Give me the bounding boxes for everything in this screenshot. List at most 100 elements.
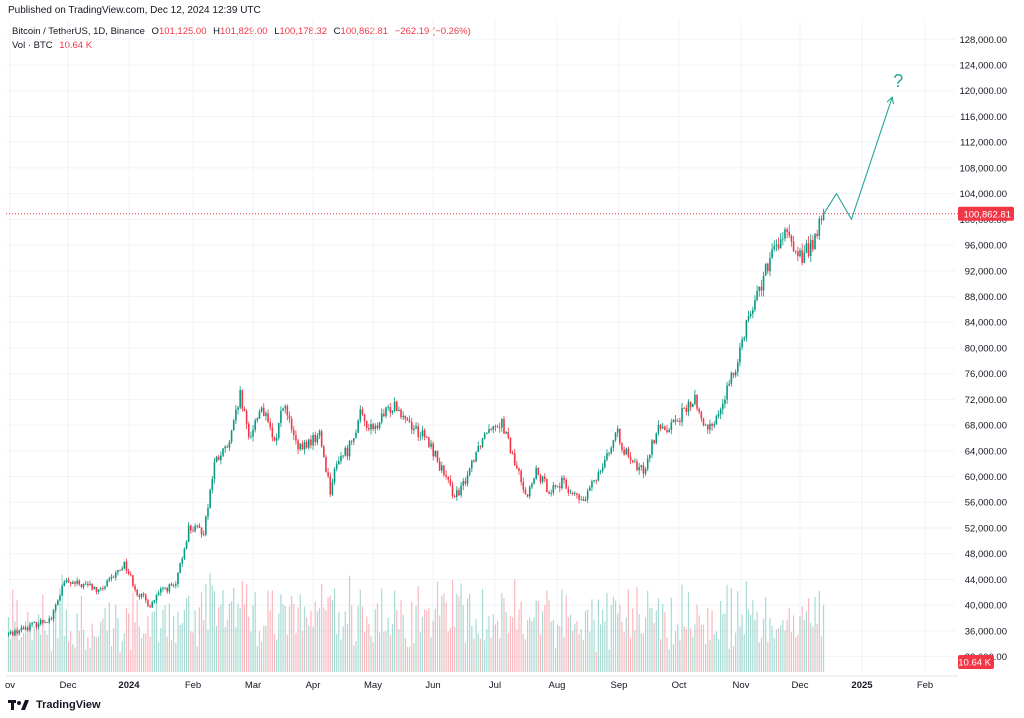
volume-bar bbox=[777, 628, 780, 672]
candle-body bbox=[631, 460, 634, 463]
volume-bar bbox=[378, 632, 381, 672]
candle-body bbox=[749, 313, 752, 317]
volume-bar bbox=[460, 583, 462, 672]
candle-body bbox=[670, 422, 673, 430]
tradingview-brand[interactable]: TradingView bbox=[8, 699, 101, 711]
candle-body bbox=[415, 426, 417, 429]
price-tick-label: 56,000.00 bbox=[965, 498, 1007, 509]
volume-bar bbox=[248, 616, 250, 672]
candle-body bbox=[76, 580, 78, 584]
volume-bar bbox=[27, 611, 29, 672]
time-tick-label: ov bbox=[5, 680, 15, 691]
last-price-box bbox=[958, 206, 1014, 221]
volume-label[interactable]: Vol · BTC bbox=[12, 40, 53, 51]
candle-body bbox=[63, 581, 66, 587]
volume-bar bbox=[469, 593, 471, 672]
volume-bar bbox=[786, 619, 788, 672]
candle-body bbox=[569, 492, 572, 494]
volume-bar bbox=[147, 616, 149, 672]
volume-bar bbox=[155, 592, 158, 672]
volume-bar bbox=[162, 610, 164, 672]
candle-body bbox=[483, 433, 486, 439]
volume-bar bbox=[803, 619, 805, 672]
volume-bar bbox=[574, 623, 576, 672]
volume-bar bbox=[85, 649, 87, 672]
candle-body bbox=[14, 630, 16, 636]
volume-bar bbox=[110, 646, 113, 672]
candle-body bbox=[258, 411, 261, 419]
candle-body bbox=[20, 627, 23, 631]
candle-body bbox=[597, 472, 600, 481]
volume-bar bbox=[522, 634, 524, 672]
candle-body bbox=[679, 420, 681, 422]
volume-bar bbox=[48, 620, 50, 672]
candle-body bbox=[59, 595, 61, 601]
candle-body bbox=[318, 431, 321, 436]
volume-bar bbox=[702, 624, 705, 672]
volume-bar bbox=[503, 598, 505, 672]
volume-bar bbox=[421, 616, 424, 672]
candle-body bbox=[794, 251, 797, 252]
price-tick-label: 40,000.00 bbox=[965, 601, 1007, 612]
time-tick-label: Dec bbox=[792, 680, 809, 691]
volume-bar bbox=[59, 588, 61, 672]
legend-volume-row: Vol · BTC 10.64 K bbox=[12, 39, 471, 53]
volume-bar bbox=[479, 638, 481, 672]
candle-body bbox=[155, 594, 158, 601]
candle-body bbox=[286, 406, 289, 416]
volume-bar bbox=[78, 630, 80, 672]
candle-body bbox=[353, 438, 355, 442]
volume-bar bbox=[398, 629, 400, 672]
volume-bar bbox=[762, 618, 765, 672]
candle-body bbox=[471, 460, 473, 469]
candle-body bbox=[404, 415, 407, 419]
volume-bar bbox=[621, 622, 623, 672]
volume-bar bbox=[533, 617, 535, 672]
close-value: 100,862.81 bbox=[340, 26, 389, 37]
candle-body bbox=[342, 455, 344, 457]
candle-body bbox=[125, 561, 128, 572]
candle-body bbox=[739, 347, 741, 363]
candle-body bbox=[222, 448, 224, 456]
volume-bar bbox=[12, 589, 14, 672]
volume-bar bbox=[655, 610, 657, 672]
price-tick-label: 36,000.00 bbox=[965, 626, 1007, 637]
volume-bar bbox=[250, 631, 252, 672]
volume-bar bbox=[449, 627, 451, 672]
volume-bar bbox=[683, 626, 685, 672]
volume-bar bbox=[256, 646, 258, 672]
volume-bar bbox=[374, 609, 376, 672]
time-axis[interactable]: ov Dec 2024 Feb Mar Apr May Jun Jul Aug Sep Oct Nov D… bbox=[5, 680, 933, 691]
volume-bar bbox=[402, 614, 404, 672]
price-axis[interactable]: 32,000.0036,000.0040,000.0044,000.0048,0… bbox=[959, 35, 1007, 663]
candle-body bbox=[121, 568, 123, 571]
candle-body bbox=[724, 399, 726, 404]
volume-bar bbox=[63, 636, 65, 672]
volume-bar bbox=[314, 601, 316, 672]
candle-body bbox=[22, 627, 25, 630]
symbol-name[interactable]: Bitcoin / TetherUS, 1D, Binance bbox=[12, 26, 145, 37]
candle-body bbox=[550, 492, 552, 494]
candle-body bbox=[33, 622, 36, 623]
candle-body bbox=[275, 437, 278, 441]
volume-bar bbox=[587, 609, 589, 672]
price-tick-label: 92,000.00 bbox=[965, 266, 1007, 277]
candle-body bbox=[177, 572, 179, 585]
candle-body bbox=[200, 527, 203, 535]
projection-question-mark: ? bbox=[893, 71, 903, 91]
volume-bar bbox=[739, 626, 741, 672]
candle-body bbox=[325, 456, 327, 473]
candle-body bbox=[391, 410, 394, 413]
volume-bar bbox=[520, 601, 522, 672]
volume-bar bbox=[194, 610, 196, 672]
volume-bar bbox=[293, 603, 295, 672]
candle-body bbox=[771, 249, 773, 258]
volume-bar bbox=[306, 616, 308, 672]
candle-body bbox=[228, 441, 231, 448]
candle-body bbox=[479, 445, 482, 447]
candle-body bbox=[563, 477, 565, 481]
candle-body bbox=[44, 622, 46, 623]
candle-body bbox=[612, 440, 615, 448]
candle-body bbox=[344, 447, 347, 456]
